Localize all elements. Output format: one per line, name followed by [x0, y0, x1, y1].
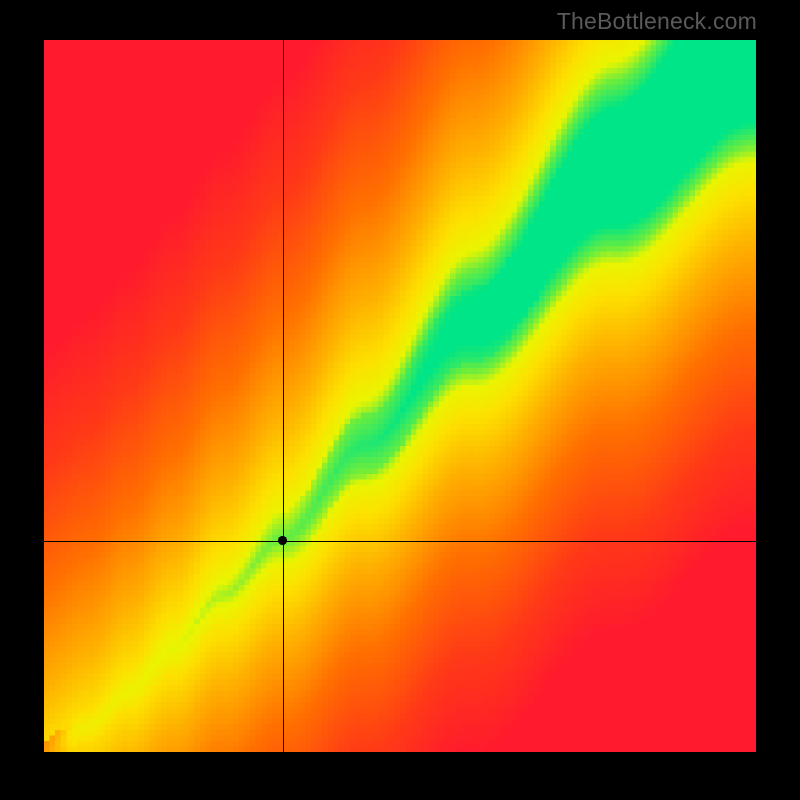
watermark-text: TheBottleneck.com — [557, 8, 757, 35]
crosshair-overlay — [0, 0, 800, 800]
